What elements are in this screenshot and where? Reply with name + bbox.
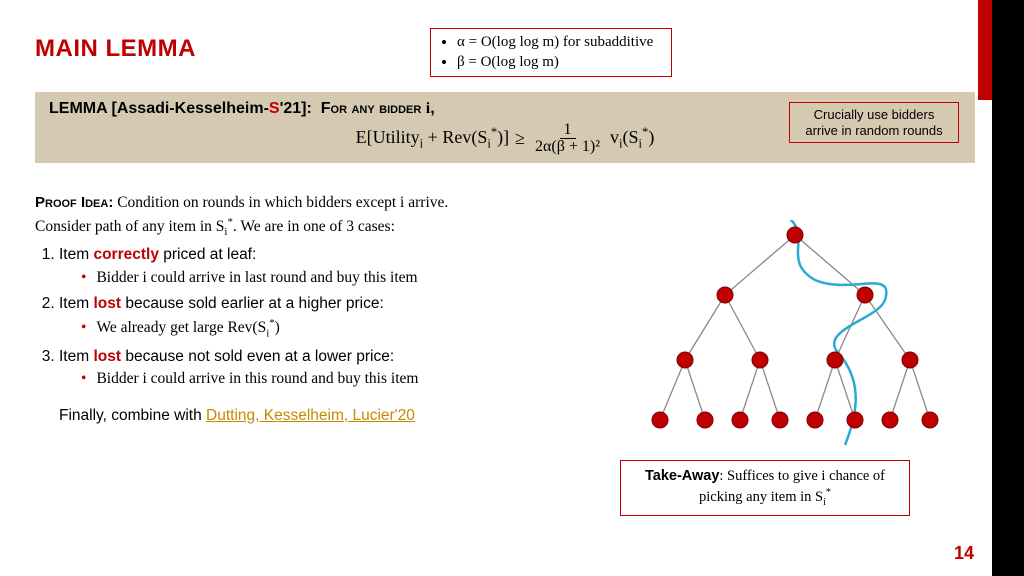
tree-diagram <box>640 220 960 455</box>
param-alpha: α = O(log log m) for subadditive <box>457 32 653 52</box>
case-3: Item lost because not sold even at a low… <box>59 346 605 391</box>
proof-intro1: Condition on rounds in which bidders exc… <box>113 194 448 211</box>
proof-body: Proof Idea: Condition on rounds in which… <box>35 192 605 427</box>
param-beta: β = O(log log m) <box>457 52 653 72</box>
formula-den: 2α(β + 1)² <box>531 139 604 155</box>
case-3-sub: Bidder i could arrive in this round and … <box>81 368 605 390</box>
case-1: Item correctly priced at leaf: Bidder i … <box>59 244 605 289</box>
proof-idea-label: Proof Idea: <box>35 194 113 211</box>
proof-cases: Item correctly priced at leaf: Bidder i … <box>59 244 605 390</box>
right-red-accent <box>978 0 992 100</box>
lemma-box: LEMMA [Assadi-Kesselheim-S'21]: For any … <box>35 92 975 163</box>
formula-geq: ≥ <box>515 128 525 149</box>
param-box: α = O(log log m) for subadditive β = O(l… <box>430 28 672 77</box>
proof-intro2: Consider path of any item in Si*. We are… <box>35 218 395 235</box>
takeaway-label: Take-Away <box>645 468 719 484</box>
right-black-bar <box>992 0 1024 576</box>
proof-final: Finally, combine with Dutting, Kesselhei… <box>59 405 605 427</box>
formula-frac: 1 2α(β + 1)² <box>531 122 604 155</box>
page-number: 14 <box>954 543 974 564</box>
lemma-callout: Crucially use bidders arrive in random r… <box>789 102 959 143</box>
formula-num: 1 <box>560 122 576 139</box>
formula-rhs: vi(Si*) <box>610 125 654 152</box>
case-2: Item lost because sold earlier at a high… <box>59 293 605 341</box>
citation-link[interactable]: Dutting, Kesselheim, Lucier'20 <box>206 407 415 424</box>
slide-title: MAIN LEMMA <box>35 35 196 63</box>
lemma-lead: For any bidder <box>321 100 422 117</box>
takeaway-box: Take-Away: Suffices to give i chance of … <box>620 460 910 516</box>
lemma-authors-pre: LEMMA [Assadi-Kesselheim- <box>49 100 269 117</box>
lemma-authors-s: S <box>269 100 280 117</box>
lemma-authors-post: '21]: <box>280 100 312 117</box>
case-2-sub: We already get large Rev(Si*) <box>81 316 605 342</box>
formula-lhs: E[Utilityi + Rev(Si*)] <box>356 125 509 152</box>
case-1-sub: Bidder i could arrive in last round and … <box>81 267 605 289</box>
